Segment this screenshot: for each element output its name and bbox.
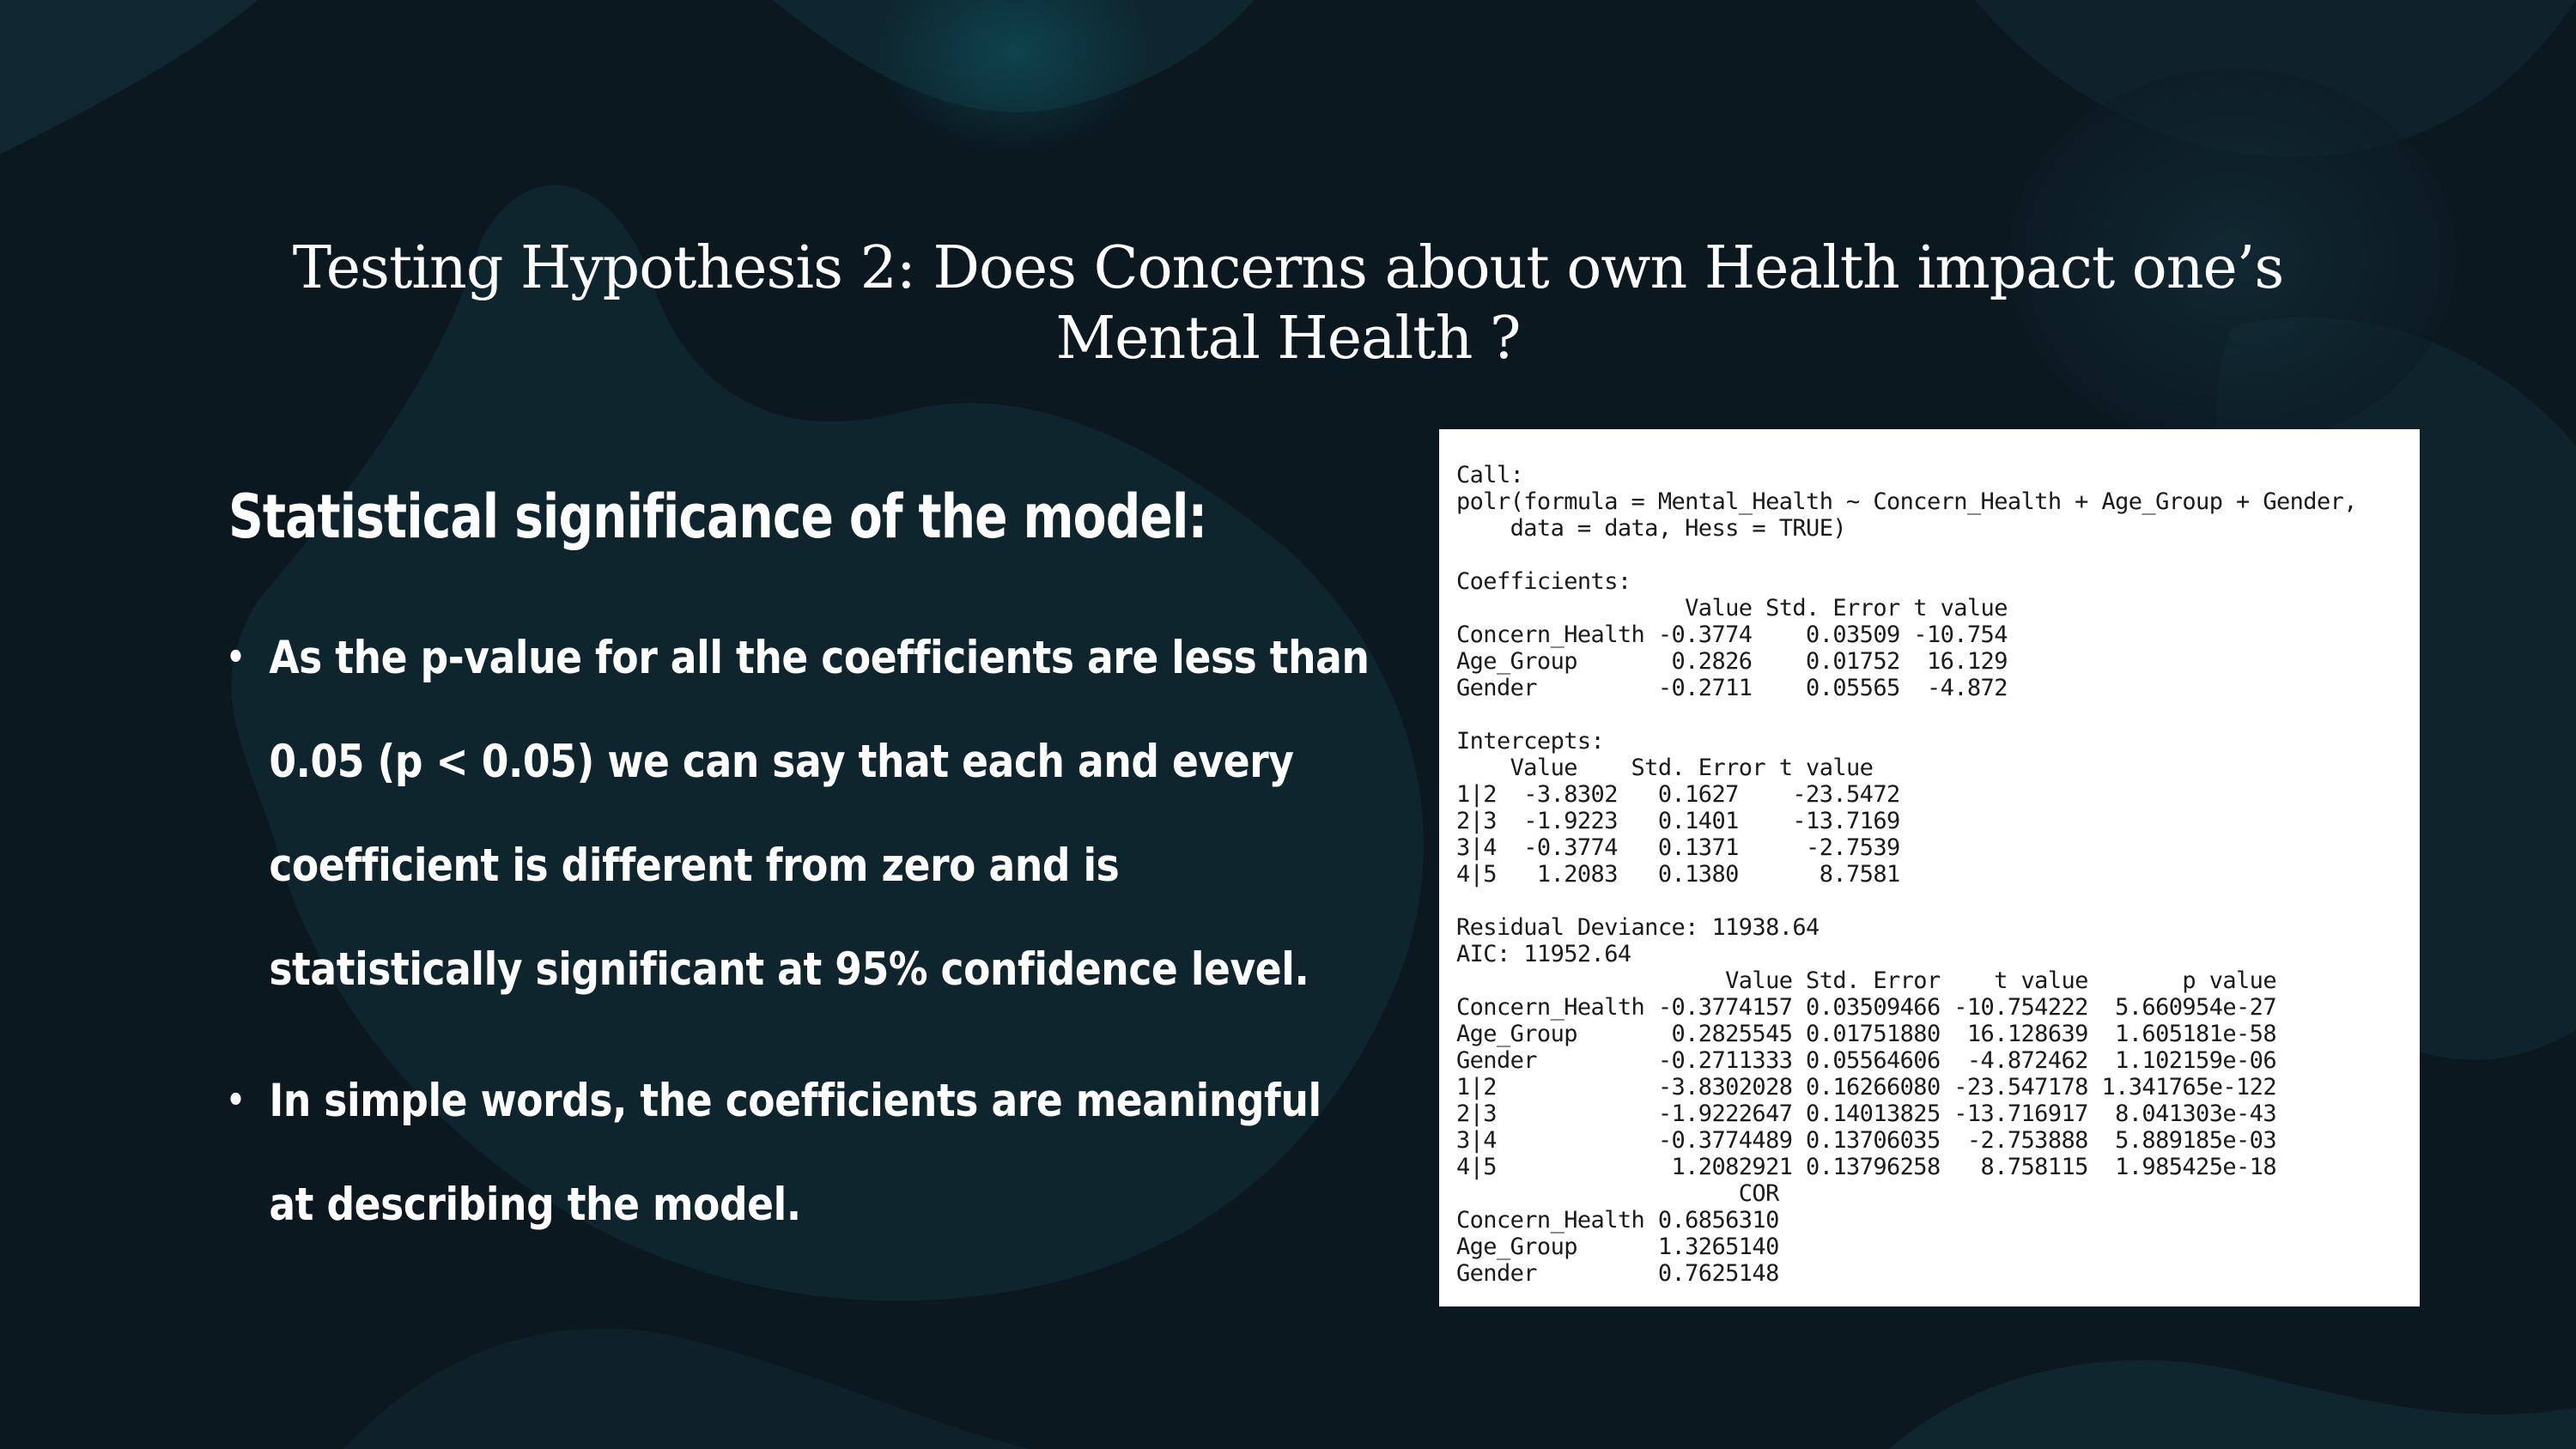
r-output-line: Age_Group 0.2826 0.01752 16.129 — [1456, 648, 2008, 675]
r-output-line: Age_Group 0.2825545 0.01751880 16.128639… — [1456, 1021, 2277, 1047]
r-output-line: 4|5 1.2083 0.1380 8.7581 — [1456, 861, 1900, 888]
r-output-line: Age_Group 1.3265140 — [1456, 1234, 1779, 1260]
r-output-line: Call: — [1456, 462, 1524, 488]
r-output-line: Value Std. Error t value — [1456, 755, 1874, 781]
r-output-line: 2|3 -1.9222647 0.14013825 -13.716917 8.0… — [1456, 1100, 2277, 1127]
r-output-line: Value Std. Error t value — [1456, 595, 2008, 621]
bg-glow-top — [876, 0, 1151, 155]
r-output-line: polr(formula = Mental_Health ~ Concern_H… — [1456, 488, 2358, 515]
bg-shape-wave — [231, 185, 1424, 1301]
r-output-line: Intercepts: — [1456, 728, 1605, 755]
bg-shape-bottom — [343, 1328, 1030, 1449]
r-output-line: 3|4 -0.3774 0.1371 -2.7539 — [1456, 834, 1900, 861]
section-heading: Statistical significance of the model: — [228, 482, 1207, 552]
r-output-line: data = data, Hess = TRUE) — [1456, 515, 1847, 542]
r-output-line: 2|3 -1.9223 0.1401 -13.7169 — [1456, 808, 1900, 834]
r-output-line: AIC: 11952.64 — [1456, 941, 1631, 967]
bullet-item: • As the p-value for all the coefficient… — [223, 606, 1376, 1022]
bullet-text: As the p-value for all the coefficients … — [269, 632, 1370, 996]
bg-shape-bottom-right — [1889, 1360, 2576, 1449]
r-output-line: Gender -0.2711333 0.05564606 -4.872462 1… — [1456, 1047, 2277, 1074]
r-output-line: 1|2 -3.8302 0.1627 -23.5472 — [1456, 781, 1900, 808]
r-output-line: COR — [1456, 1180, 1780, 1207]
r-output-line: Concern_Health 0.6856310 — [1456, 1207, 1779, 1234]
bullet-text: In simple words, the coefficients are me… — [269, 1075, 1321, 1231]
bullet-list: • As the p-value for all the coefficient… — [223, 606, 1370, 1284]
r-output-line: Coefficients: — [1456, 568, 1631, 595]
r-output-line: Concern_Health -0.3774 0.03509 -10.754 — [1456, 621, 2008, 648]
r-output-line: Residual Deviance: 11938.64 — [1456, 914, 1820, 941]
r-output-line: Value Std. Error t value p value — [1456, 967, 2276, 994]
r-output-text: Call: polr(formula = Mental_Health ~ Con… — [1456, 462, 2420, 1287]
bullet-item: • In simple words, the coefficients are … — [223, 1049, 1376, 1257]
r-output-line: 1|2 -3.8302028 0.16266080 -23.547178 1.3… — [1456, 1074, 2277, 1100]
bullet-icon: • — [226, 638, 246, 677]
r-output-panel: Call: polr(formula = Mental_Health ~ Con… — [1439, 429, 2420, 1307]
r-output-line: 4|5 1.2082921 0.13796258 8.758115 1.9854… — [1456, 1154, 2277, 1180]
bg-shape-left — [0, 0, 258, 155]
r-output-line: 3|4 -0.3774489 0.13706035 -2.753888 5.88… — [1456, 1127, 2277, 1154]
r-output-line: Gender 0.7625148 — [1456, 1260, 1779, 1287]
r-output-line: Gender -0.2711 0.05565 -4.872 — [1456, 675, 2008, 701]
slide-title: Testing Hypothesis 2: Does Concerns abou… — [292, 234, 2285, 373]
bg-glow-right — [2009, 69, 2456, 446]
r-output-line: Concern_Health -0.3774157 0.03509466 -10… — [1456, 994, 2277, 1021]
bullet-icon: • — [226, 1081, 246, 1120]
